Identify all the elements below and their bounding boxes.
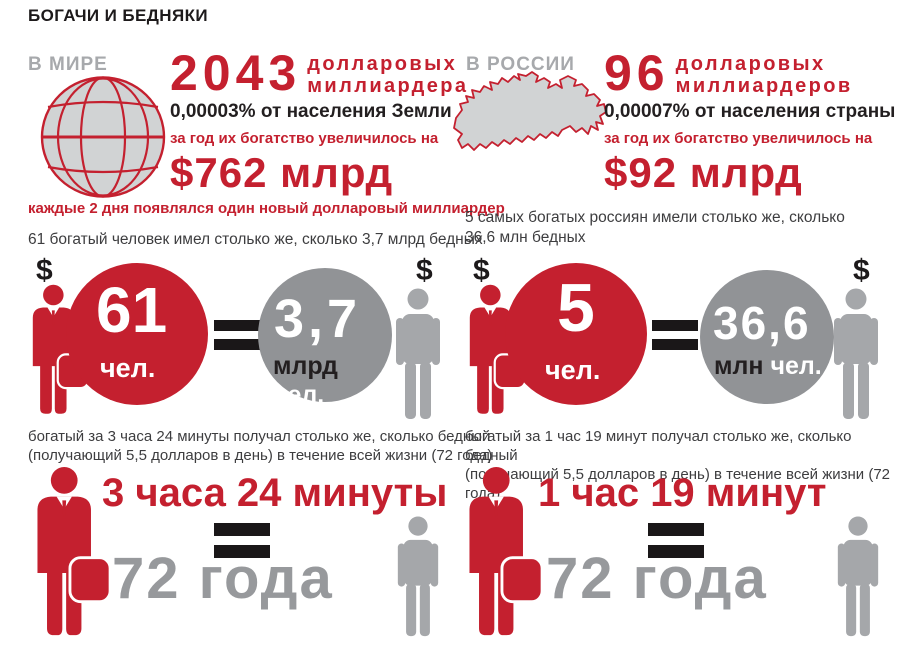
person-icon	[394, 516, 442, 642]
equals-icon	[648, 523, 704, 558]
world-billionaire-count: 2043	[170, 45, 302, 101]
world-poor-time: 72 года	[112, 546, 334, 611]
russia-billionaire-count: 96	[604, 45, 670, 101]
russia-growth-label: за год их богатство увеличилось на	[604, 130, 873, 147]
businessman-briefcase-icon	[458, 466, 544, 643]
russia-stats-block: 96 долларовых миллиардеров 0,00007% от н…	[604, 48, 900, 197]
world-rich-circle: 61 чел.	[66, 263, 208, 405]
world-growth-value: $762 млрд	[170, 149, 394, 196]
dollar-icon: $	[416, 254, 433, 287]
equals-icon	[214, 523, 270, 558]
globe-icon	[38, 74, 168, 200]
person-icon	[392, 288, 444, 425]
world-note: каждые 2 дня появлялся один новый доллар…	[28, 200, 505, 217]
world-poor-unit: млрд чел.	[273, 352, 338, 409]
dollar-icon: $	[36, 254, 53, 287]
world-growth-label: за год их богатство увеличилось на	[170, 130, 439, 147]
page-title: БОГАЧИ И БЕДНЯКИ	[28, 6, 208, 25]
russia-growth-value: $92 млрд	[604, 149, 803, 196]
world-rich-value: 61	[96, 274, 168, 346]
world-region-label: В МИРЕ	[28, 54, 108, 75]
world-rich-time: 3 часа 24 минуты	[102, 471, 448, 515]
russia-rich-value: 5	[557, 270, 595, 346]
world-rich-unit: чел.	[100, 353, 156, 383]
person-icon	[830, 288, 882, 425]
russia-poor-circle: 36,6 млн чел.	[700, 270, 834, 404]
world-time-note: богатый за 3 часа 24 минуты получал стол…	[28, 428, 493, 464]
russia-poor-unit: млн чел.	[714, 352, 822, 380]
world-population-share: 0,00003% от населения Земли	[170, 101, 452, 122]
world-stats-block: 2043 долларовых миллиардера 0,00003% от …	[170, 48, 470, 197]
russia-region-label: В РОССИИ	[466, 54, 575, 75]
russia-rich-unit: чел.	[545, 355, 601, 385]
world-comparison: 61 богатый человек имел столько же, скол…	[28, 231, 483, 248]
russia-poor-value: 36,6	[713, 297, 811, 349]
russia-rich-circle: 5 чел.	[505, 263, 647, 405]
dollar-icon: $	[853, 254, 870, 287]
equals-icon	[214, 320, 260, 350]
equals-icon	[652, 320, 698, 350]
russia-map-icon	[450, 66, 608, 172]
world-billionaire-label: долларовых миллиардера	[307, 53, 469, 97]
dollar-icon: $	[473, 254, 490, 287]
world-poor-value: 3,7	[274, 289, 362, 349]
russia-population-share: 0,00007% от населения страны	[604, 101, 896, 122]
russia-rich-time: 1 час 19 минут	[538, 471, 827, 515]
businessman-briefcase-icon	[26, 466, 112, 643]
person-icon	[834, 516, 882, 642]
russia-poor-time: 72 года	[546, 546, 768, 611]
russia-comparison: 5 самых богатых россиян имели столько же…	[465, 209, 845, 246]
russia-billionaire-label: долларовых миллиардеров	[675, 53, 853, 97]
world-poor-circle: 3,7 млрд чел.	[258, 268, 392, 409]
